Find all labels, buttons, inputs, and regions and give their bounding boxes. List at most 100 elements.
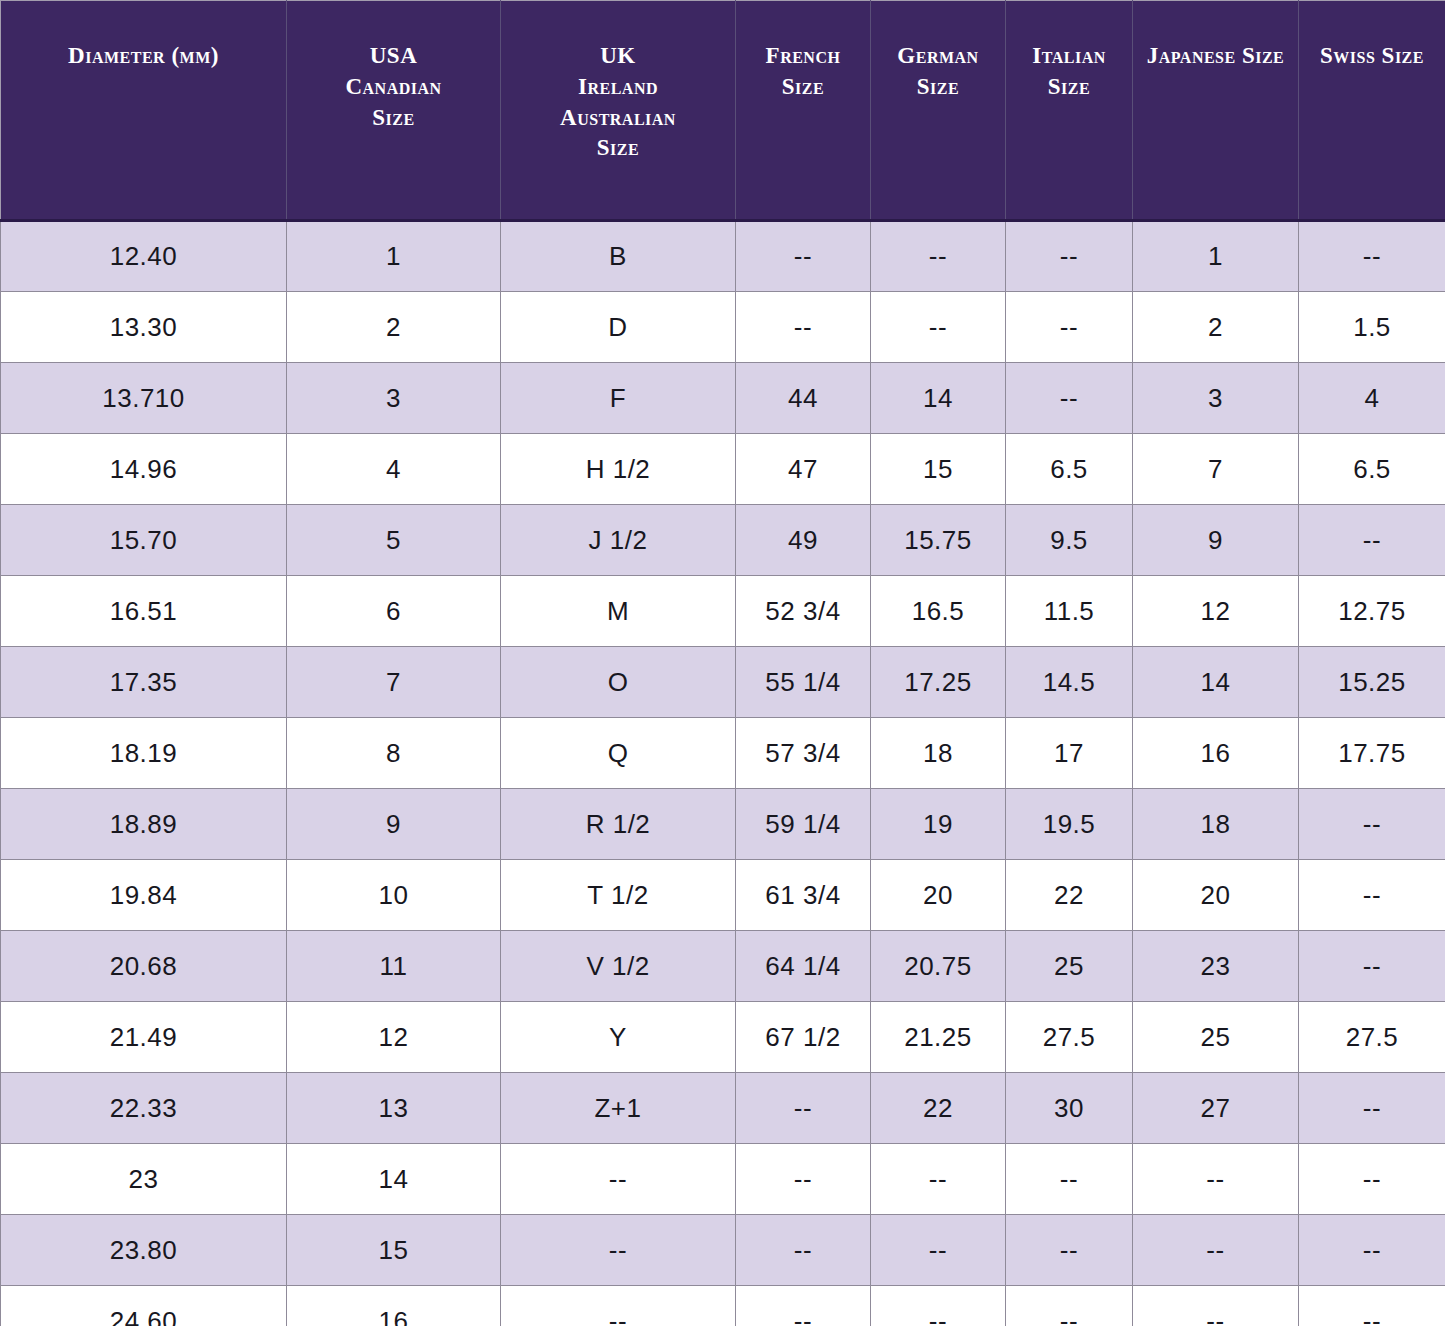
cell-uk-ireland-australian-size: D [501, 292, 736, 363]
cell-swiss-size: -- [1299, 221, 1445, 292]
cell-uk-ireland-australian-size: Z+1 [501, 1073, 736, 1144]
cell-swiss-size: -- [1299, 1215, 1445, 1286]
cell-diameter-mm: 22.33 [1, 1073, 287, 1144]
cell-swiss-size: 15.25 [1299, 647, 1445, 718]
cell-japanese-size: 2 [1133, 292, 1299, 363]
column-header-diameter-mm: Diameter (mm) [1, 1, 287, 221]
cell-usa-canadian-size: 3 [287, 363, 501, 434]
cell-german-size: 14 [871, 363, 1006, 434]
table-row: 17.357O55 1/417.2514.51415.25 [1, 647, 1445, 718]
table-row: 23.8015------------ [1, 1215, 1445, 1286]
cell-diameter-mm: 19.84 [1, 860, 287, 931]
table-row: 20.6811V 1/264 1/420.752523-- [1, 931, 1445, 1002]
cell-french-size: 52 3/4 [736, 576, 871, 647]
cell-german-size: -- [871, 1286, 1006, 1326]
cell-usa-canadian-size: 7 [287, 647, 501, 718]
cell-uk-ireland-australian-size: Y [501, 1002, 736, 1073]
cell-italian-size: 19.5 [1006, 789, 1133, 860]
cell-usa-canadian-size: 13 [287, 1073, 501, 1144]
header-row: Diameter (mm) USA Canadian Size UK Irela… [1, 1, 1445, 221]
cell-german-size: 15.75 [871, 505, 1006, 576]
cell-french-size: 67 1/2 [736, 1002, 871, 1073]
cell-german-size: 18 [871, 718, 1006, 789]
cell-usa-canadian-size: 11 [287, 931, 501, 1002]
cell-swiss-size: -- [1299, 789, 1445, 860]
table-row: 19.8410T 1/261 3/4202220-- [1, 860, 1445, 931]
cell-usa-canadian-size: 14 [287, 1144, 501, 1215]
cell-uk-ireland-australian-size: M [501, 576, 736, 647]
cell-swiss-size: -- [1299, 505, 1445, 576]
cell-french-size: 57 3/4 [736, 718, 871, 789]
cell-italian-size: 14.5 [1006, 647, 1133, 718]
cell-diameter-mm: 12.40 [1, 221, 287, 292]
cell-usa-canadian-size: 5 [287, 505, 501, 576]
cell-uk-ireland-australian-size: R 1/2 [501, 789, 736, 860]
cell-uk-ireland-australian-size: -- [501, 1215, 736, 1286]
table-row: 12.401B------1-- [1, 221, 1445, 292]
cell-italian-size: -- [1006, 221, 1133, 292]
cell-swiss-size: 27.5 [1299, 1002, 1445, 1073]
cell-usa-canadian-size: 8 [287, 718, 501, 789]
cell-diameter-mm: 23 [1, 1144, 287, 1215]
cell-usa-canadian-size: 10 [287, 860, 501, 931]
cell-japanese-size: 12 [1133, 576, 1299, 647]
column-header-japanese-size: Japanese Size [1133, 1, 1299, 221]
cell-usa-canadian-size: 6 [287, 576, 501, 647]
cell-japanese-size: 7 [1133, 434, 1299, 505]
cell-german-size: 15 [871, 434, 1006, 505]
table-row: 24.6016------------ [1, 1286, 1445, 1326]
cell-diameter-mm: 14.96 [1, 434, 287, 505]
cell-japanese-size: 20 [1133, 860, 1299, 931]
cell-italian-size: -- [1006, 1286, 1133, 1326]
cell-uk-ireland-australian-size: H 1/2 [501, 434, 736, 505]
cell-diameter-mm: 16.51 [1, 576, 287, 647]
cell-italian-size: -- [1006, 363, 1133, 434]
cell-uk-ireland-australian-size: -- [501, 1286, 736, 1326]
cell-japanese-size: 18 [1133, 789, 1299, 860]
cell-italian-size: 30 [1006, 1073, 1133, 1144]
table-row: 13.302D------21.5 [1, 292, 1445, 363]
cell-french-size: 64 1/4 [736, 931, 871, 1002]
column-header-german-size: German Size [871, 1, 1006, 221]
cell-diameter-mm: 24.60 [1, 1286, 287, 1326]
cell-french-size: 59 1/4 [736, 789, 871, 860]
cell-diameter-mm: 17.35 [1, 647, 287, 718]
cell-french-size: -- [736, 1215, 871, 1286]
cell-swiss-size: 1.5 [1299, 292, 1445, 363]
cell-french-size: 61 3/4 [736, 860, 871, 931]
table-row: 16.516M52 3/416.511.51212.75 [1, 576, 1445, 647]
cell-french-size: -- [736, 1286, 871, 1326]
cell-german-size: 19 [871, 789, 1006, 860]
cell-japanese-size: 16 [1133, 718, 1299, 789]
table-row: 21.4912Y67 1/221.2527.52527.5 [1, 1002, 1445, 1073]
cell-swiss-size: 12.75 [1299, 576, 1445, 647]
cell-japanese-size: -- [1133, 1286, 1299, 1326]
cell-italian-size: 27.5 [1006, 1002, 1133, 1073]
table-row: 18.198Q57 3/418171617.75 [1, 718, 1445, 789]
cell-uk-ireland-australian-size: -- [501, 1144, 736, 1215]
cell-italian-size: -- [1006, 1144, 1133, 1215]
column-header-uk-ireland-australian-size: UK Ireland Australian Size [501, 1, 736, 221]
cell-swiss-size: -- [1299, 1144, 1445, 1215]
cell-uk-ireland-australian-size: B [501, 221, 736, 292]
cell-usa-canadian-size: 9 [287, 789, 501, 860]
cell-french-size: 49 [736, 505, 871, 576]
cell-japanese-size: 14 [1133, 647, 1299, 718]
cell-german-size: 21.25 [871, 1002, 1006, 1073]
table-header: Diameter (mm) USA Canadian Size UK Irela… [1, 1, 1445, 221]
cell-diameter-mm: 21.49 [1, 1002, 287, 1073]
cell-diameter-mm: 15.70 [1, 505, 287, 576]
column-header-french-size: French Size [736, 1, 871, 221]
table-row: 13.7103F4414--34 [1, 363, 1445, 434]
cell-swiss-size: 17.75 [1299, 718, 1445, 789]
cell-swiss-size: -- [1299, 931, 1445, 1002]
column-header-swiss-size: Swiss Size [1299, 1, 1445, 221]
cell-uk-ireland-australian-size: O [501, 647, 736, 718]
cell-swiss-size: -- [1299, 1073, 1445, 1144]
cell-japanese-size: 27 [1133, 1073, 1299, 1144]
cell-japanese-size: 9 [1133, 505, 1299, 576]
table-row: 18.899R 1/259 1/41919.518-- [1, 789, 1445, 860]
cell-diameter-mm: 18.19 [1, 718, 287, 789]
cell-german-size: 16.5 [871, 576, 1006, 647]
cell-uk-ireland-australian-size: F [501, 363, 736, 434]
